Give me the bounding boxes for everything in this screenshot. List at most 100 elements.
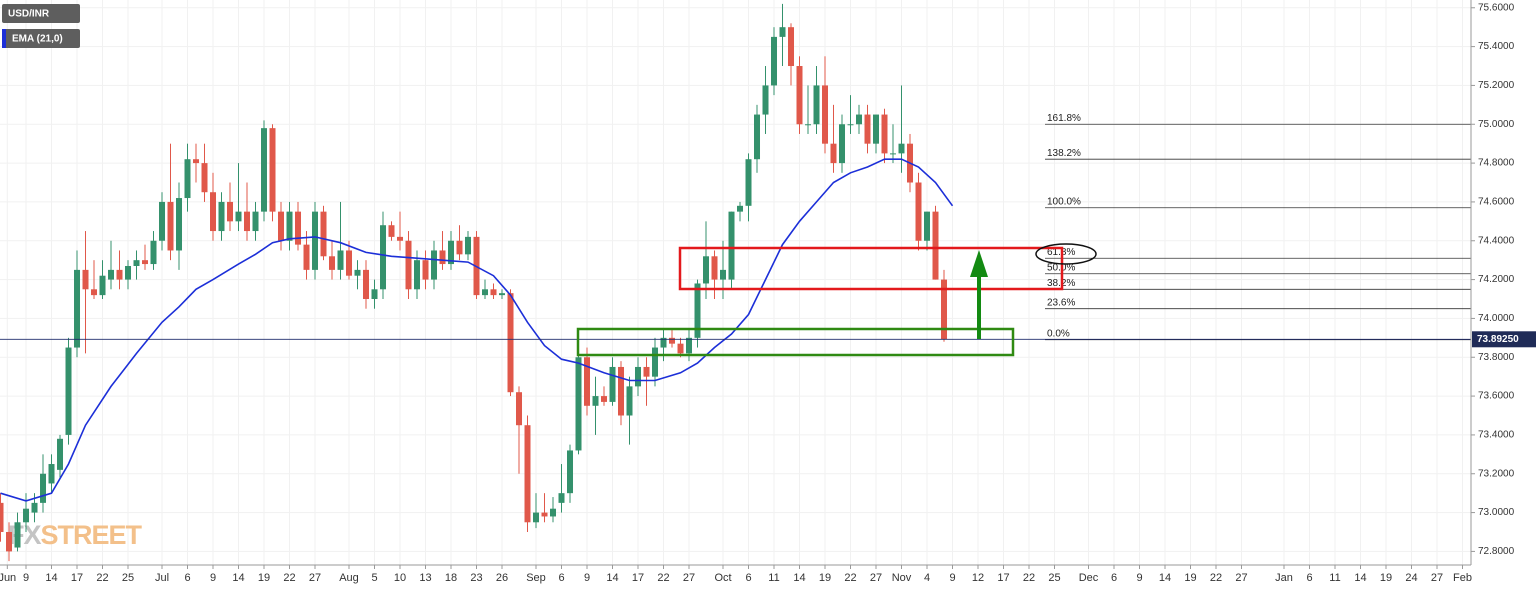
x-tick-label: 27	[1431, 572, 1443, 584]
x-tick-label: 11	[1329, 572, 1340, 584]
x-tick-label: 13	[419, 572, 431, 584]
candle-body	[609, 366, 616, 402]
x-tick-label: 25	[1048, 572, 1060, 584]
candle-body	[686, 337, 693, 354]
candle-body	[108, 269, 115, 280]
candle-body	[48, 464, 55, 484]
x-tick-label: 5	[371, 572, 377, 584]
candle-body	[601, 396, 608, 402]
x-tick-label: 9	[1136, 572, 1142, 584]
watermark-street: STREET	[41, 520, 143, 550]
x-tick-label: Aug	[339, 572, 359, 584]
x-tick-label: 27	[683, 572, 695, 584]
candle-body	[541, 512, 548, 517]
candle-body	[490, 289, 497, 296]
y-tick-label: 74.4000	[1478, 235, 1515, 246]
candle-body	[873, 114, 880, 144]
y-tick-label: 73.8000	[1478, 352, 1515, 363]
resistance-zone	[678, 246, 1064, 291]
x-tick-label: 9	[23, 572, 29, 584]
x-tick-label: 19	[258, 572, 270, 584]
candle-body	[142, 260, 149, 265]
candle-body	[31, 502, 38, 513]
candle-body	[754, 114, 761, 160]
candle-body	[252, 211, 259, 232]
candle-body	[533, 512, 540, 523]
x-tick-label: 22	[283, 572, 295, 584]
candle-body	[516, 392, 523, 426]
candle-body	[805, 124, 812, 126]
candle-body	[635, 366, 642, 387]
candle-body	[337, 250, 344, 270]
candle-body	[303, 244, 310, 270]
x-tick-label: 22	[1210, 572, 1222, 584]
candle-body	[924, 211, 931, 241]
x-tick-label: 19	[1184, 572, 1196, 584]
candle-body	[227, 201, 234, 222]
candle-body	[278, 211, 285, 241]
candle-body	[465, 236, 472, 255]
x-tick-label: Sep	[526, 572, 546, 584]
x-tick-label: 14	[45, 572, 57, 584]
candle-body	[439, 250, 446, 265]
candle-body	[218, 201, 225, 232]
legend-box	[2, 4, 80, 23]
candle-body	[550, 508, 557, 517]
candle-body	[235, 211, 242, 222]
y-tick-label: 74.6000	[1478, 197, 1515, 208]
candle-body	[354, 269, 361, 276]
candle-body	[14, 522, 21, 548]
x-tick-label: 26	[496, 572, 508, 584]
candle-body	[762, 85, 769, 115]
candle-body	[388, 225, 395, 237]
candle-body	[720, 269, 727, 280]
x-tick-label: 17	[632, 572, 644, 584]
x-tick-label: 9	[949, 572, 955, 584]
legend-swatch	[2, 29, 6, 48]
candle-body	[839, 124, 846, 164]
grid	[0, 0, 1471, 565]
candle-body	[898, 143, 905, 154]
x-tick-label: Jun	[0, 572, 16, 584]
x-tick-label: 4	[924, 572, 930, 584]
y-tick-label: 73.6000	[1478, 391, 1515, 402]
x-tick-label: 14	[793, 572, 805, 584]
watermark: FXSTREET	[8, 520, 143, 550]
candle-body	[0, 502, 4, 532]
legend: USD/INR EMA (21,0)	[2, 4, 80, 48]
y-tick-label: 75.6000	[1478, 2, 1515, 13]
candle-body	[788, 27, 795, 67]
candle-body	[82, 269, 89, 290]
candle-body	[210, 192, 217, 232]
y-tick-label: 75.4000	[1478, 41, 1515, 52]
y-tick-label: 74.0000	[1478, 313, 1515, 324]
x-tick-label: 14	[232, 572, 244, 584]
plot: 161.8%138.2%100.0%61.8%50.0%38.2%23.6%0.…	[0, 3, 1471, 562]
candle-body	[201, 163, 208, 193]
candle-body	[771, 36, 778, 86]
x-tick-label: 9	[210, 572, 216, 584]
candle-body	[99, 275, 106, 296]
candle-body	[575, 357, 582, 451]
candle-body	[74, 269, 81, 348]
candle-body	[57, 438, 64, 470]
fib-label: 100.0%	[1047, 196, 1081, 207]
arrow-head	[970, 250, 988, 277]
candle-body	[669, 337, 676, 344]
x-tick-label: 9	[584, 572, 590, 584]
x-tick-label: 24	[1405, 572, 1417, 584]
x-tick-label: 11	[768, 572, 779, 584]
candle-body	[915, 182, 922, 241]
candle-body	[524, 425, 531, 523]
candle-body	[397, 236, 404, 241]
candle-body	[405, 240, 412, 290]
candle-body	[890, 153, 897, 155]
candle-body	[567, 450, 574, 494]
candle-body	[796, 66, 803, 125]
x-tick-label: 10	[394, 572, 406, 584]
highlight-ellipse	[1035, 243, 1097, 265]
x-tick-label: 19	[819, 572, 831, 584]
candle-body	[558, 493, 565, 503]
candle-body	[269, 128, 276, 212]
